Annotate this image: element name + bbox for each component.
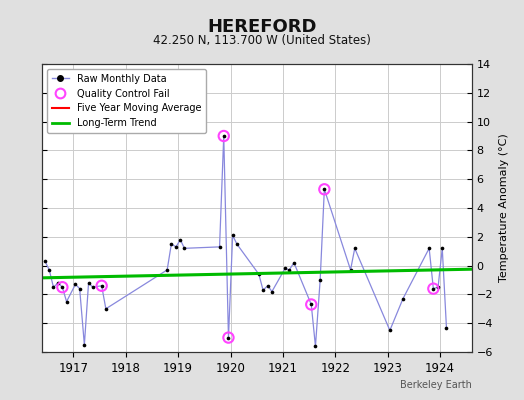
Point (89, 284, 97, 290)
Point (316, 277, 324, 283)
Point (75, 286, 84, 292)
Point (45, 267, 53, 273)
Point (41, 258, 49, 264)
Point (281, 265, 289, 272)
Point (54, 280, 62, 286)
Point (49, 284, 58, 290)
Point (172, 244, 180, 250)
Point (264, 282, 272, 289)
Point (346, 267, 355, 273)
Point (167, 241, 176, 247)
Point (386, 327, 394, 334)
Point (259, 287, 267, 293)
Point (224, 334, 233, 341)
Point (255, 271, 263, 278)
Point (285, 267, 293, 273)
Point (351, 245, 359, 252)
Point (438, 245, 446, 252)
Point (58, 284, 67, 290)
Point (233, 241, 241, 247)
Point (176, 236, 184, 243)
Point (228, 232, 237, 238)
Point (442, 324, 451, 331)
Point (320, 186, 329, 192)
Point (220, 133, 228, 139)
Point (399, 296, 407, 302)
Text: Berkeley Earth: Berkeley Earth (400, 380, 472, 390)
Point (97, 282, 106, 289)
Text: HEREFORD: HEREFORD (208, 18, 316, 36)
Point (429, 286, 438, 292)
Y-axis label: Temperature Anomaly (°C): Temperature Anomaly (°C) (498, 134, 508, 282)
Point (215, 244, 224, 250)
Point (62, 298, 71, 305)
Text: 42.250 N, 113.700 W (United States): 42.250 N, 113.700 W (United States) (153, 34, 371, 47)
Legend: Raw Monthly Data, Quality Control Fail, Five Year Moving Average, Long-Term Tren: Raw Monthly Data, Quality Control Fail, … (47, 69, 206, 133)
Point (311, 343, 320, 350)
Point (307, 301, 315, 308)
Point (58, 284, 67, 290)
Point (163, 267, 171, 273)
Point (71, 281, 80, 288)
Point (434, 284, 442, 290)
Point (268, 288, 276, 295)
Point (220, 133, 228, 139)
Point (180, 245, 189, 252)
Point (102, 306, 110, 312)
Point (320, 186, 329, 192)
Point (429, 286, 438, 292)
Point (425, 245, 433, 252)
Point (307, 301, 315, 308)
Point (224, 334, 233, 341)
Point (97, 282, 106, 289)
Point (84, 280, 93, 286)
Point (290, 260, 298, 266)
Point (80, 342, 89, 348)
